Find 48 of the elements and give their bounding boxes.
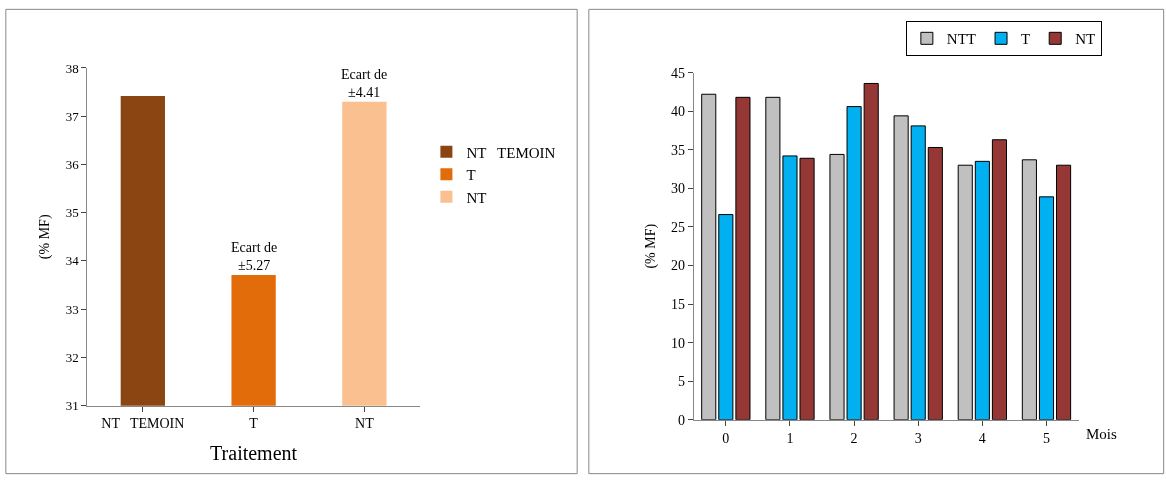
bar [957,164,973,420]
y-tick-label: 40 [670,104,685,120]
x-tick-label: 2 [850,430,858,446]
y-axis-title: (% MF) [37,214,54,260]
y-tick-label: 10 [670,335,685,351]
bar [1038,196,1055,420]
y-tick-label: 20 [670,258,685,274]
bar [991,139,1008,420]
bar [927,146,943,420]
y-tick-label: 45 [670,65,685,81]
y-tick-label: 15 [670,296,685,312]
x-tick-label: 1 [786,430,794,446]
y-tick-label: 30 [670,181,685,197]
x-tick-label: 5 [1042,430,1050,446]
annotation: Ecart de ±5.27 [231,240,278,274]
bar [910,125,926,420]
x-axis-title: Traitement [210,441,298,464]
legend-label: NT [1075,31,1096,48]
y-tick-label: 33 [65,301,79,317]
y-tick-label: 5 [677,374,685,390]
y-tick-label: 32 [65,349,79,365]
annotation: Ecart de ±4.41 [341,67,388,101]
bar [893,115,909,420]
x-tick-label: NT TEMOIN [101,416,185,432]
x-tick-label: T [249,416,259,432]
y-tick-label: 37 [65,108,80,124]
bar [701,93,717,420]
x-tick-label: 3 [914,430,922,446]
legend-label: T [466,167,476,184]
y-tick-label: 35 [65,205,79,221]
bar [1056,164,1072,420]
x-tick-label: NT [355,416,375,432]
y-tick-label: 35 [670,142,685,158]
y-axis-title: (% MF) [642,223,659,269]
x-tick-label: 0 [722,430,730,446]
x-axis-title: Mois [1086,426,1117,442]
y-tick-label: 36 [65,157,80,172]
y-tick-label: 34 [65,253,80,269]
y-tick-label: 31 [65,398,79,414]
x-tick-label: 4 [978,430,986,446]
y-tick-label: 38 [65,60,79,76]
bar [974,160,990,420]
legend-label: NT TEMOIN [466,144,556,161]
y-tick-label: 25 [670,219,685,235]
legend-label: NTT [946,31,977,48]
bar [1021,159,1037,420]
legend-label: NT [466,189,487,206]
legend-label: T [1021,31,1031,48]
